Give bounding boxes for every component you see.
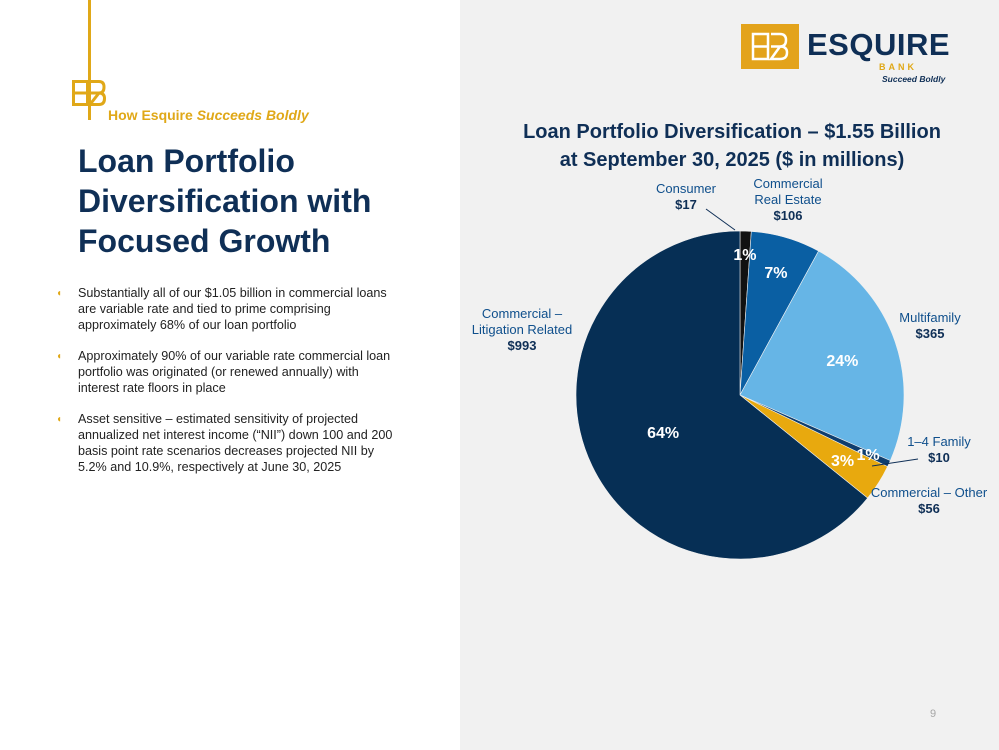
esquire-bank-logo: ESQUIRE BANK Succeed Boldly [741, 24, 950, 86]
pie-leader-line-consumer [705, 208, 736, 231]
accent-line [88, 0, 91, 120]
bullet-text: Substantially all of our $1.05 billion i… [78, 286, 387, 332]
pie-category-label-cre: Commercial [753, 176, 822, 191]
left-panel [0, 0, 460, 750]
bullet-chevron-icon: ◖ [56, 414, 63, 425]
pie-value-label-cre: $106 [774, 208, 803, 223]
pie-leader-line-one_four_family [871, 458, 919, 467]
bullet-text: Approximately 90% of our variable rate c… [78, 349, 391, 395]
logo-bank: BANK [879, 62, 917, 72]
pie-category-label-litigation: Litigation Related [472, 322, 572, 337]
pie-slice-multifamily [739, 250, 905, 461]
logo-slogan: Succeed Boldly [882, 74, 946, 84]
bullet-chevron-icon: ◖ [56, 288, 63, 299]
eb-monogram-icon [72, 80, 106, 106]
pie-percent-label-consumer: 1% [733, 247, 756, 264]
chart-title: Loan Portfolio Diversification – $1.55 B… [470, 118, 994, 174]
bullet-item: ◖ Asset sensitive – estimated sensitivity… [56, 411, 401, 475]
tagline-italic: Succeeds Boldly [196, 107, 309, 123]
pie-value-label-consumer: $17 [675, 197, 697, 212]
pie-percent-label-litigation: 64% [647, 425, 679, 442]
pie-percent-label-cre: 7% [764, 265, 787, 282]
pie-category-label-multifamily: Multifamily [899, 310, 961, 325]
bullet-chevron-icon: ◖ [56, 351, 63, 362]
chart-title-line-1: Loan Portfolio Diversification – $1.55 B… [523, 121, 941, 143]
pie-percent-label-commercial_other: 3% [831, 453, 854, 470]
tagline-plain: How Esquire [108, 107, 197, 123]
pie-value-label-one_four_family: $10 [928, 450, 950, 465]
pie-percent-label-one_four_family: 1% [857, 447, 880, 464]
pie-value-label-litigation: $993 [508, 338, 537, 353]
bullet-item: ◖ Approximately 90% of our variable rate … [56, 348, 401, 396]
pie-category-label-consumer: Consumer [656, 181, 717, 196]
pie-category-label-one_four_family: 1–4 Family [907, 434, 971, 449]
page-title: Loan Portfolio Diversification with Focu… [78, 143, 372, 259]
logo-name: ESQUIRE [807, 27, 951, 62]
bullet-text: Asset sensitive – estimated sensitivity … [78, 412, 393, 474]
pie-category-label-commercial_other: Commercial – Other [871, 485, 988, 500]
pie-value-label-multifamily: $365 [916, 326, 945, 341]
logo-mark-icon [741, 24, 799, 69]
tagline: How Esquire Succeeds Boldly [108, 107, 309, 123]
pie-category-label-litigation: Commercial – [482, 306, 563, 321]
pie-category-label-cre: Real Estate [754, 192, 821, 207]
bullet-item: ◖ Substantially all of our $1.05 billion … [56, 285, 401, 333]
pie-percent-label-multifamily: 24% [826, 353, 858, 370]
page-number: 9 [930, 708, 937, 720]
chart-title-line-2: at September 30, 2025 ($ in millions) [559, 149, 905, 171]
pie-value-label-commercial_other: $56 [918, 501, 940, 516]
pie-slice-litigation [575, 230, 869, 560]
bullet-list: ◖ Substantially all of our $1.05 billion … [56, 285, 401, 490]
